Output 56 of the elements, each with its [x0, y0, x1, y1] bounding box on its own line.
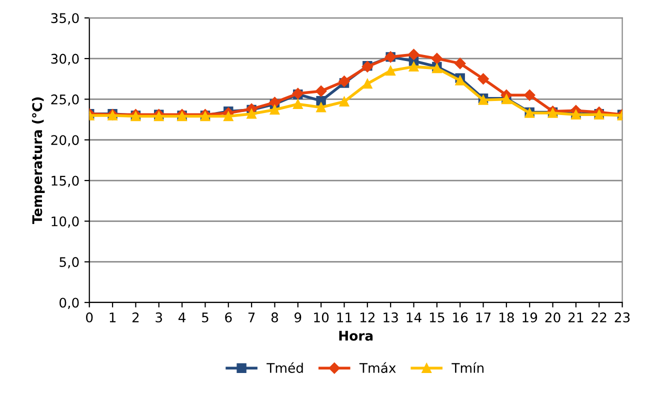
point — [293, 99, 303, 109]
point — [362, 78, 372, 89]
x-tick-label: 16 — [453, 312, 468, 322]
x-tick-label: 10 — [314, 312, 329, 322]
legend-label: Tméd — [266, 362, 303, 373]
x-tick-label: 8 — [271, 312, 278, 322]
legend-label: Tmín — [452, 362, 484, 373]
x-tick-label: 3 — [156, 312, 162, 322]
x-tick-label: 17 — [476, 312, 491, 322]
point — [339, 96, 350, 107]
point — [408, 62, 419, 72]
point — [316, 96, 326, 106]
x-tick-label: 1 — [110, 312, 116, 322]
point — [224, 111, 234, 122]
y-tick-label: 35,0 — [51, 13, 79, 24]
y-tick-label: 25,0 — [51, 94, 79, 106]
x-tick-label: 9 — [294, 312, 302, 322]
point — [269, 96, 280, 108]
y-axis-title: Temperatura (°C) — [32, 97, 45, 224]
x-tick-label: 14 — [406, 312, 422, 322]
y-tick-label: 5,0 — [60, 257, 79, 268]
x-tick-label: 7 — [248, 312, 255, 322]
y-tick-label: 10,0 — [52, 216, 79, 228]
x-tick-label: 22 — [592, 312, 606, 322]
point — [246, 108, 256, 119]
y-tick-label: 15,0 — [52, 176, 79, 188]
x-tick-label: 11 — [337, 312, 352, 322]
x-tick-label: 18 — [499, 312, 514, 322]
x-tick-label: 5 — [202, 312, 208, 322]
point — [478, 73, 489, 84]
x-tick-label: 0 — [86, 312, 93, 322]
y-tick-label: 20,0 — [51, 135, 79, 146]
point — [431, 52, 443, 64]
x-tick-label: 23 — [614, 312, 630, 322]
x-tick-label: 20 — [545, 312, 560, 322]
point — [270, 104, 280, 115]
point — [454, 58, 466, 70]
x-tick-label: 21 — [568, 312, 584, 322]
legend-label: Tmáx — [359, 362, 396, 373]
x-tick-label: 13 — [384, 312, 398, 322]
x-tick-label: 15 — [430, 312, 444, 322]
x-tick-label: 6 — [225, 312, 232, 322]
x-axis-title: Hora — [339, 330, 373, 341]
x-tick-label: 2 — [132, 312, 139, 322]
x-tick-label: 12 — [360, 312, 374, 322]
point — [524, 90, 536, 101]
y-tick-label: 0,0 — [60, 298, 79, 310]
point — [455, 76, 465, 86]
x-tick-label: 19 — [522, 312, 538, 322]
x-tick-label: 4 — [178, 312, 186, 322]
point — [386, 66, 396, 76]
point — [408, 48, 420, 60]
point — [316, 102, 326, 112]
y-tick-label: 30,0 — [51, 54, 79, 66]
point — [315, 85, 327, 97]
point — [338, 76, 350, 87]
